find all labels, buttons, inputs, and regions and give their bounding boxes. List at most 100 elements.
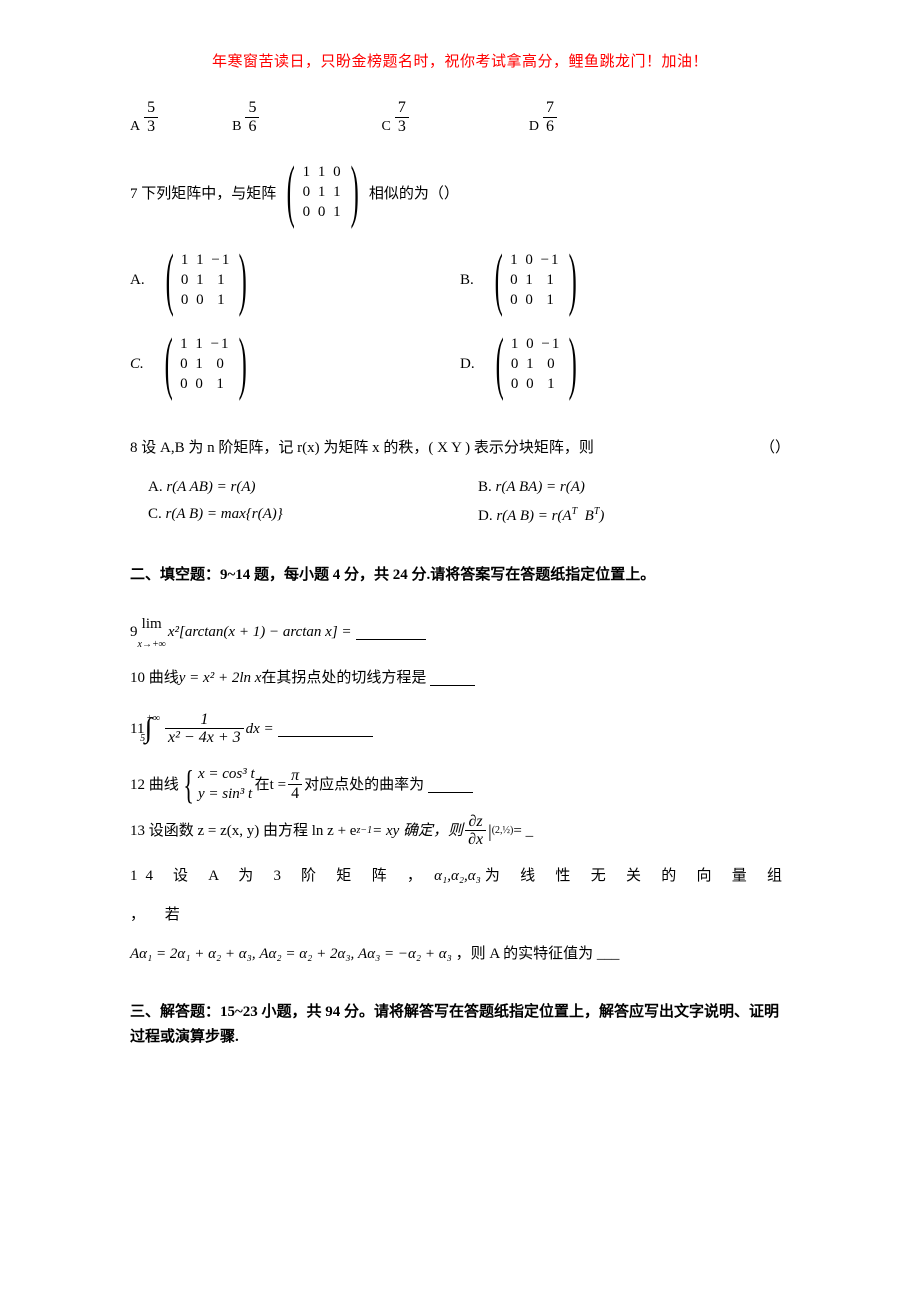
q11-up: +∞ — [146, 709, 160, 729]
q7-c-r2: 0 0 1 — [180, 374, 230, 394]
q9: 9 lim x→+∞ x²[arctan(x + 1) − arctan x] … — [130, 609, 790, 655]
section3-heading: 三、解答题：15~23 小题，共 94 分。请将解答写在答题纸指定位置上，解答应… — [130, 1000, 790, 1051]
q12-system: { x = cos³ t y = sin³ t — [179, 765, 255, 805]
q6-d-label: D — [529, 119, 539, 135]
q13-sub: (2,½) — [492, 821, 514, 841]
q13-t2: = xy 确定，则 — [372, 816, 463, 846]
q13: 13 设函数 z = z(x, y) 由方程 ln z + ez−1 = xy … — [130, 813, 790, 849]
q6-a-frac: 5 3 — [144, 99, 158, 135]
q7-cm-r0: 1 1 0 — [303, 162, 343, 182]
q12: 12 曲线 { x = cos³ t y = sin³ t 在t = π 4 对… — [130, 765, 790, 805]
q14-l2after: ，则 A 的实特征值为 ___ — [456, 946, 620, 962]
q6-c-label: C — [381, 119, 390, 135]
q7-opt-c: C. ( 1 1 −1 0 1 0 0 0 1 ) — [130, 329, 460, 399]
q6-c-frac: 7 3 — [395, 99, 409, 135]
q6-opt-a: A 5 3 — [130, 99, 160, 135]
q12-mid: 在t = — [255, 770, 286, 800]
q6-c-den: 3 — [395, 117, 409, 136]
q13-partial: ∂z ∂x — [465, 813, 486, 849]
q6-c-num: 7 — [395, 99, 409, 117]
q6-b-den: 6 — [245, 117, 259, 136]
q12-sys-bot: y = sin³ t — [198, 785, 255, 805]
q10-after: 在其拐点处的切线方程是 — [261, 663, 426, 693]
q14-l1a: 14 设 A 为 3 阶 矩 阵 ， — [130, 868, 430, 884]
q7-d-r1: 0 1 0 — [511, 354, 561, 374]
q7-center-matrix: ( 1 1 0 0 1 1 0 0 1 ) — [279, 157, 366, 227]
q7-b-r0: 1 0 −1 — [510, 250, 560, 270]
q11-integral: ∫ 5 +∞ — [144, 701, 163, 757]
q8-a-text: r(A AB) = r(A) — [166, 479, 255, 495]
q12-sys-top: x = cos³ t — [198, 765, 255, 785]
q6-opt-b: B 5 6 — [232, 99, 261, 135]
q14: 14 设 A 为 3 阶 矩 阵 ， α₁,α₂,α₃ 为 线 性 无 关 的 … — [130, 857, 790, 974]
q7-d-r0: 1 0 −1 — [511, 334, 561, 354]
q12-before: 12 曲线 — [130, 770, 179, 800]
q7-cm-r2: 0 0 1 — [303, 202, 343, 222]
q11-num: 1 — [197, 711, 211, 729]
q13-suffix: = _ — [513, 816, 533, 846]
q7-c-r1: 0 1 0 — [180, 354, 230, 374]
q7-cm-r1: 0 1 1 — [303, 182, 343, 202]
q13-pden: ∂x — [465, 830, 486, 849]
q7-options: A. ( 1 1 −1 0 1 1 0 0 1 ) B. ( 1 0 −1 0 … — [130, 245, 790, 413]
q6-a-num: 5 — [144, 99, 158, 117]
q6-opt-d: D 7 6 — [529, 99, 559, 135]
q7-opt-d: D. ( 1 0 −1 0 1 0 0 0 1 ) — [460, 329, 790, 399]
q6-opt-c: C 7 3 — [381, 99, 410, 135]
q7-opt-a: A. ( 1 1 −1 0 1 1 0 0 1 ) — [130, 245, 460, 315]
section2-heading: 二、填空题：9~14 题，每小题 4 分，共 24 分.请将答案写在答题纸指定位… — [130, 563, 790, 589]
q6-a-den: 3 — [144, 117, 158, 136]
q7-d-r2: 0 0 1 — [511, 374, 561, 394]
q7-a-lbl: A. — [130, 272, 145, 289]
q14-l2eq: Aα₁ = 2α₁ + α₂ + α₃, Aα₂ = α₂ + 2α₃, Aα₃… — [130, 946, 452, 962]
q11-blank — [278, 720, 373, 737]
q8-paren: （） — [760, 433, 790, 463]
q8-opt-a: A. r(A AB) = r(A) — [130, 479, 460, 496]
q8-d-lbl: D. — [478, 508, 493, 524]
q7-c-r0: 1 1 −1 — [180, 334, 230, 354]
q12-after: 对应点处的曲率为 — [304, 770, 424, 800]
q7-b-r2: 0 0 1 — [510, 290, 560, 310]
q12-blank — [428, 776, 473, 793]
q8-c-lbl: C. — [148, 506, 162, 522]
q12-fnum: π — [288, 767, 302, 785]
q8-stem-text: 8 设 A,B 为 n 阶矩阵，记 r(x) 为矩阵 x 的秩，( X Y ) … — [130, 440, 594, 456]
q7-after: 相似的为（） — [369, 182, 459, 203]
q7-before: 7 下列矩阵中，与矩阵 — [130, 182, 276, 203]
q10-blank — [430, 669, 475, 686]
q11: 11 ∫ 5 +∞ 1 x² − 4x + 3 dx = — [130, 701, 790, 757]
q8-d-text: r(A B) = r(AT BT) — [496, 508, 604, 524]
q7-d-lbl: D. — [460, 356, 475, 373]
q9-prefix: 9 — [130, 617, 138, 647]
q10-eq: y = x² + 2ln x — [179, 663, 262, 693]
q13-t1: 13 设函数 z = z(x, y) 由方程 ln z + e — [130, 816, 356, 846]
q11-frac: 1 x² − 4x + 3 — [165, 711, 244, 747]
q9-body: x²[arctan(x + 1) − arctan x] = — [168, 617, 352, 647]
q7-a-r0: 1 1 −1 — [181, 250, 231, 270]
q7-b-lbl: B. — [460, 272, 474, 289]
q9-blank — [356, 623, 426, 640]
q8-b-text: r(A BA) = r(A) — [496, 479, 585, 495]
q9-limit: lim x→+∞ — [138, 609, 166, 655]
q12-fden: 4 — [288, 784, 302, 803]
q7-b-r1: 0 1 1 — [510, 270, 560, 290]
header-message: 年寒窗苦读日，只盼金榜题名时，祝你考试拿高分，鲤鱼跳龙门！加油！ — [130, 50, 790, 71]
q8-opt-c: C. r(A B) = max{r(A)} — [130, 506, 460, 525]
q13-exp: z−1 — [356, 821, 372, 841]
q6-d-frac: 7 6 — [543, 99, 557, 135]
q9-lim-bot: x→+∞ — [138, 635, 166, 655]
q8-opt-d: D. r(A B) = r(AT BT) — [460, 506, 790, 525]
q6-b-frac: 5 6 — [245, 99, 259, 135]
q8-opt-b: B. r(A BA) = r(A) — [460, 479, 790, 496]
q10-before: 10 曲线 — [130, 663, 179, 693]
q11-lo: 5 — [140, 729, 145, 749]
q13-pnum: ∂z — [466, 813, 486, 831]
q6-b-num: 5 — [245, 99, 259, 117]
q7-c-lbl: C. — [130, 356, 144, 373]
q11-suffix: dx = — [246, 714, 274, 744]
q6-d-den: 6 — [543, 117, 557, 136]
q10: 10 曲线 y = x² + 2ln x 在其拐点处的切线方程是 — [130, 663, 790, 693]
q8-b-lbl: B. — [478, 479, 492, 495]
q12-frac: π 4 — [288, 767, 302, 803]
q6-b-label: B — [232, 119, 241, 135]
